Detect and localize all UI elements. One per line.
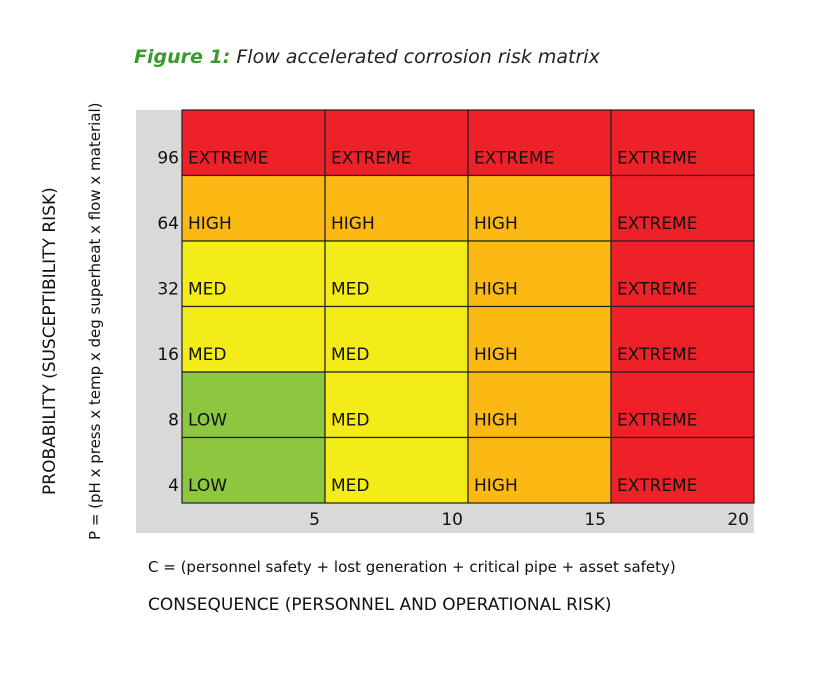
- cell-label: HIGH: [474, 280, 518, 300]
- y-axis-panel: [136, 110, 182, 533]
- cell-label: MED: [331, 411, 370, 431]
- matrix-cell-high: [324, 174, 469, 242]
- cell-label: MED: [331, 476, 370, 496]
- y-tick-label: 8: [168, 411, 179, 431]
- cell-label: MED: [331, 280, 370, 300]
- cell-label: MED: [188, 345, 227, 365]
- cell-label: EXTREME: [617, 149, 697, 169]
- matrix-cell-extreme: [610, 109, 755, 177]
- x-axis-label: CONSEQUENCE (PERSONNEL AND OPERATIONAL R…: [148, 595, 612, 615]
- matrix-cell-low: [181, 436, 326, 504]
- x-tick-label: 10: [441, 510, 463, 530]
- matrix-cell-extreme: [610, 174, 755, 242]
- matrix-cell-extreme: [610, 436, 755, 504]
- figure-label: Figure 1:: [134, 46, 231, 68]
- matrix-cell-high: [467, 436, 612, 504]
- y-tick-label: 96: [157, 149, 179, 169]
- matrix-cell-med: [324, 240, 469, 308]
- x-tick-label: 15: [584, 510, 606, 530]
- matrix-cell-med: [324, 436, 469, 504]
- cell-label: HIGH: [474, 345, 518, 365]
- x-tick-label: 20: [727, 510, 749, 530]
- cell-label: HIGH: [474, 476, 518, 496]
- cell-label: EXTREME: [617, 280, 697, 300]
- matrix-cell-extreme: [610, 240, 755, 308]
- matrix-cell-extreme: [467, 109, 612, 177]
- matrix-cell-high: [467, 371, 612, 439]
- matrix-cell-high: [467, 174, 612, 242]
- matrix-cell-med: [181, 305, 326, 373]
- cell-label: MED: [331, 345, 370, 365]
- cell-label: HIGH: [474, 411, 518, 431]
- cell-label: LOW: [188, 476, 227, 496]
- matrix-cell-high: [467, 305, 612, 373]
- x-axis-formula: C = (personnel safety + lost generation …: [148, 558, 676, 576]
- cell-label: EXTREME: [617, 214, 697, 234]
- x-tick-label: 5: [309, 510, 320, 530]
- x-axis-panel: [136, 503, 754, 533]
- cell-label: MED: [188, 280, 227, 300]
- y-tick-label: 64: [157, 214, 179, 234]
- matrix-cell-med: [324, 305, 469, 373]
- cell-label: EXTREME: [617, 345, 697, 365]
- cell-label: EXTREME: [617, 476, 697, 496]
- matrix-cell-extreme: [610, 371, 755, 439]
- cell-label: EXTREME: [188, 149, 268, 169]
- matrix-cell-med: [181, 240, 326, 308]
- cell-label: HIGH: [188, 214, 232, 234]
- figure-title-text: Flow accelerated corrosion risk matrix: [236, 46, 600, 68]
- matrix-cell-extreme: [324, 109, 469, 177]
- matrix-cell-high: [181, 174, 326, 242]
- cell-label: EXTREME: [474, 149, 554, 169]
- cell-label: HIGH: [474, 214, 518, 234]
- cell-label: LOW: [188, 411, 227, 431]
- cell-label: EXTREME: [617, 411, 697, 431]
- y-tick-label: 16: [157, 345, 179, 365]
- cell-label: EXTREME: [331, 149, 411, 169]
- y-tick-label: 32: [157, 280, 179, 300]
- y-tick-label: 4: [168, 476, 179, 496]
- cell-label: HIGH: [331, 214, 375, 234]
- matrix-cell-med: [324, 371, 469, 439]
- matrix-cell-extreme: [610, 305, 755, 373]
- figure-title: Figure 1: Flow accelerated corrosion ris…: [134, 46, 600, 68]
- matrix-cell-high: [467, 240, 612, 308]
